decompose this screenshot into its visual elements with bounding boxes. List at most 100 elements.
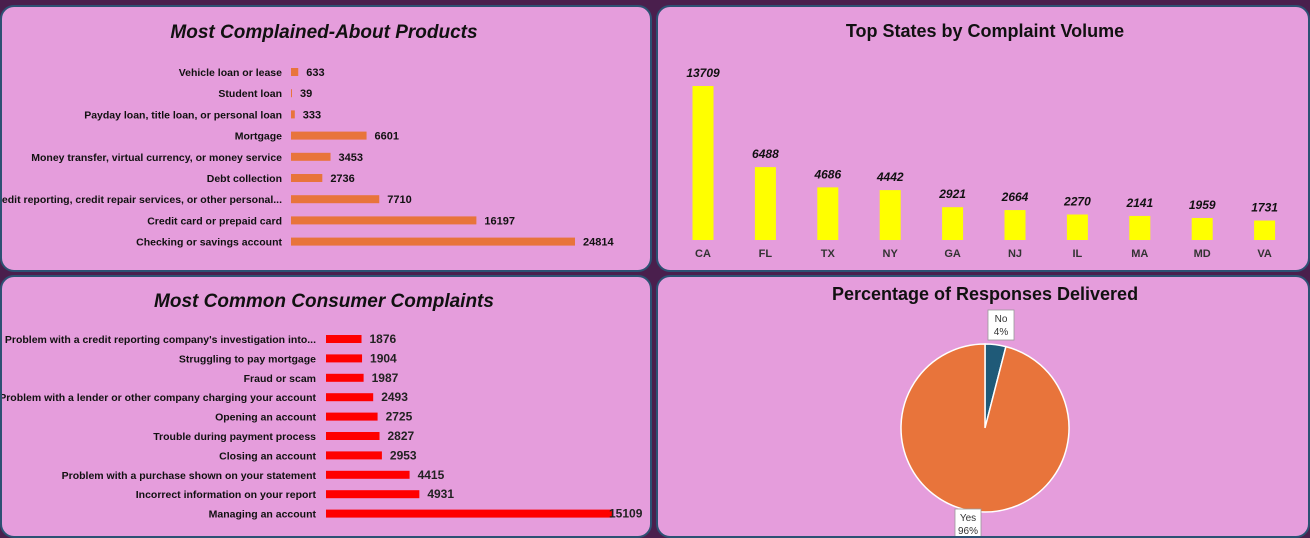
data-label: 13709 bbox=[686, 66, 720, 80]
pie-percent-label: 4% bbox=[994, 327, 1009, 338]
data-label: 633 bbox=[306, 67, 324, 79]
category-label: Closing an account bbox=[219, 450, 316, 462]
data-label: 1731 bbox=[1251, 201, 1278, 215]
data-label: 6488 bbox=[752, 147, 779, 161]
x-tick-label: FL bbox=[759, 248, 773, 260]
bar bbox=[326, 432, 380, 440]
products-bar-chart: Most Complained-About Products Vehicle lo… bbox=[2, 22, 614, 249]
data-label: 333 bbox=[303, 109, 321, 121]
bar bbox=[291, 152, 331, 161]
data-label: 2270 bbox=[1063, 194, 1091, 208]
column bbox=[942, 207, 964, 240]
data-label: 2953 bbox=[390, 448, 417, 462]
bar bbox=[326, 490, 420, 499]
column bbox=[692, 86, 714, 240]
x-tick-label: NY bbox=[883, 248, 899, 260]
data-label: 2921 bbox=[938, 187, 966, 201]
data-label: 7710 bbox=[387, 194, 411, 206]
column bbox=[1191, 217, 1213, 240]
x-tick-label: MA bbox=[1131, 248, 1148, 260]
bar bbox=[326, 509, 612, 518]
data-label: 1987 bbox=[372, 371, 399, 385]
products-chart-panel: Most Complained-About Products Vehicle lo… bbox=[0, 5, 652, 272]
x-tick-label: NJ bbox=[1008, 248, 1022, 260]
category-label: Student loan bbox=[218, 88, 282, 100]
pie-category-label: Yes bbox=[960, 513, 976, 524]
data-label: 4415 bbox=[418, 468, 445, 482]
data-label: 3453 bbox=[339, 152, 363, 164]
pie-category-label: No bbox=[995, 314, 1008, 325]
chart-title: Top States by Complaint Volume bbox=[846, 21, 1124, 41]
chart-title: Percentage of Responses Delivered bbox=[832, 284, 1138, 304]
pie-callout-box bbox=[987, 309, 1015, 341]
column bbox=[1004, 210, 1026, 240]
x-tick-label: CA bbox=[695, 248, 711, 260]
category-label: Trouble during payment process bbox=[153, 431, 316, 443]
category-label: Problem with a credit reporting company'… bbox=[5, 334, 316, 346]
column bbox=[1129, 215, 1151, 240]
data-label: 4931 bbox=[427, 487, 454, 501]
category-label: Checking or savings account bbox=[136, 237, 282, 249]
states-column-chart: Top States by Complaint Volume 13709 CA 648… bbox=[686, 21, 1278, 260]
category-label: Credit card or prepaid card bbox=[147, 215, 282, 227]
responses-chart-panel: Percentage of Responses Delivered No 4% Yes… bbox=[656, 275, 1310, 538]
data-label: 2827 bbox=[388, 429, 415, 443]
bar bbox=[291, 131, 367, 140]
data-label: 16197 bbox=[484, 215, 515, 227]
data-label: 15109 bbox=[609, 507, 643, 521]
category-label: Problem with a purchase shown on your st… bbox=[62, 470, 317, 482]
states-chart-panel: Top States by Complaint Volume 13709 CA 648… bbox=[656, 5, 1310, 272]
data-label: 2493 bbox=[381, 390, 408, 404]
x-tick-label: VA bbox=[1257, 248, 1272, 260]
data-label: 4686 bbox=[813, 167, 841, 181]
data-label: 4442 bbox=[876, 170, 904, 184]
data-label: 1959 bbox=[1189, 198, 1216, 212]
category-label: Money transfer, virtual currency, or mon… bbox=[31, 152, 282, 164]
category-label: Vehicle loan or lease bbox=[179, 67, 282, 79]
category-label: Fraud or scam bbox=[244, 373, 316, 385]
category-label: Debt collection bbox=[207, 173, 282, 185]
bar bbox=[326, 373, 364, 382]
category-label: Incorrect information on your report bbox=[136, 489, 317, 501]
column bbox=[1254, 220, 1276, 240]
bar bbox=[291, 89, 292, 98]
category-label: Payday loan, title loan, or personal loa… bbox=[84, 109, 282, 121]
pie-percent-label: 96% bbox=[958, 526, 978, 536]
data-label: 2736 bbox=[330, 173, 354, 185]
data-label: 2725 bbox=[386, 410, 413, 424]
bar bbox=[291, 174, 323, 182]
data-label: 39 bbox=[300, 88, 312, 100]
bar bbox=[291, 216, 477, 225]
column bbox=[1066, 214, 1088, 240]
category-label: Opening an account bbox=[215, 412, 316, 424]
bar bbox=[326, 393, 374, 402]
data-label: 24814 bbox=[583, 237, 614, 249]
category-label: Credit reporting, credit repair services… bbox=[2, 194, 282, 206]
x-tick-label: GA bbox=[944, 248, 961, 260]
x-tick-label: TX bbox=[821, 248, 836, 260]
bar bbox=[291, 195, 380, 204]
category-label: Managing an account bbox=[209, 509, 317, 521]
bar bbox=[326, 451, 382, 460]
bar bbox=[291, 110, 295, 119]
data-label: 2664 bbox=[1001, 190, 1029, 204]
responses-pie-chart: Percentage of Responses Delivered No 4% Yes… bbox=[832, 284, 1138, 536]
bar bbox=[291, 237, 575, 246]
category-label: Problem with a lender or other company c… bbox=[2, 392, 316, 404]
x-tick-label: MD bbox=[1194, 248, 1211, 260]
x-tick-label: IL bbox=[1073, 248, 1083, 260]
pie-callout-box bbox=[954, 508, 982, 536]
data-label: 2141 bbox=[1125, 196, 1153, 210]
column bbox=[879, 190, 901, 240]
bar bbox=[326, 354, 363, 363]
bar bbox=[326, 335, 362, 343]
pie-slice-yes bbox=[900, 343, 1070, 513]
complaints-bar-chart: Most Common Consumer Complaints Problem w… bbox=[2, 291, 643, 521]
category-label: Struggling to pay mortgage bbox=[179, 353, 316, 365]
bar bbox=[326, 470, 410, 479]
bar bbox=[291, 68, 299, 76]
column bbox=[817, 187, 839, 240]
data-label: 6601 bbox=[375, 131, 399, 143]
category-label: Mortgage bbox=[235, 131, 282, 143]
bar bbox=[326, 412, 378, 421]
